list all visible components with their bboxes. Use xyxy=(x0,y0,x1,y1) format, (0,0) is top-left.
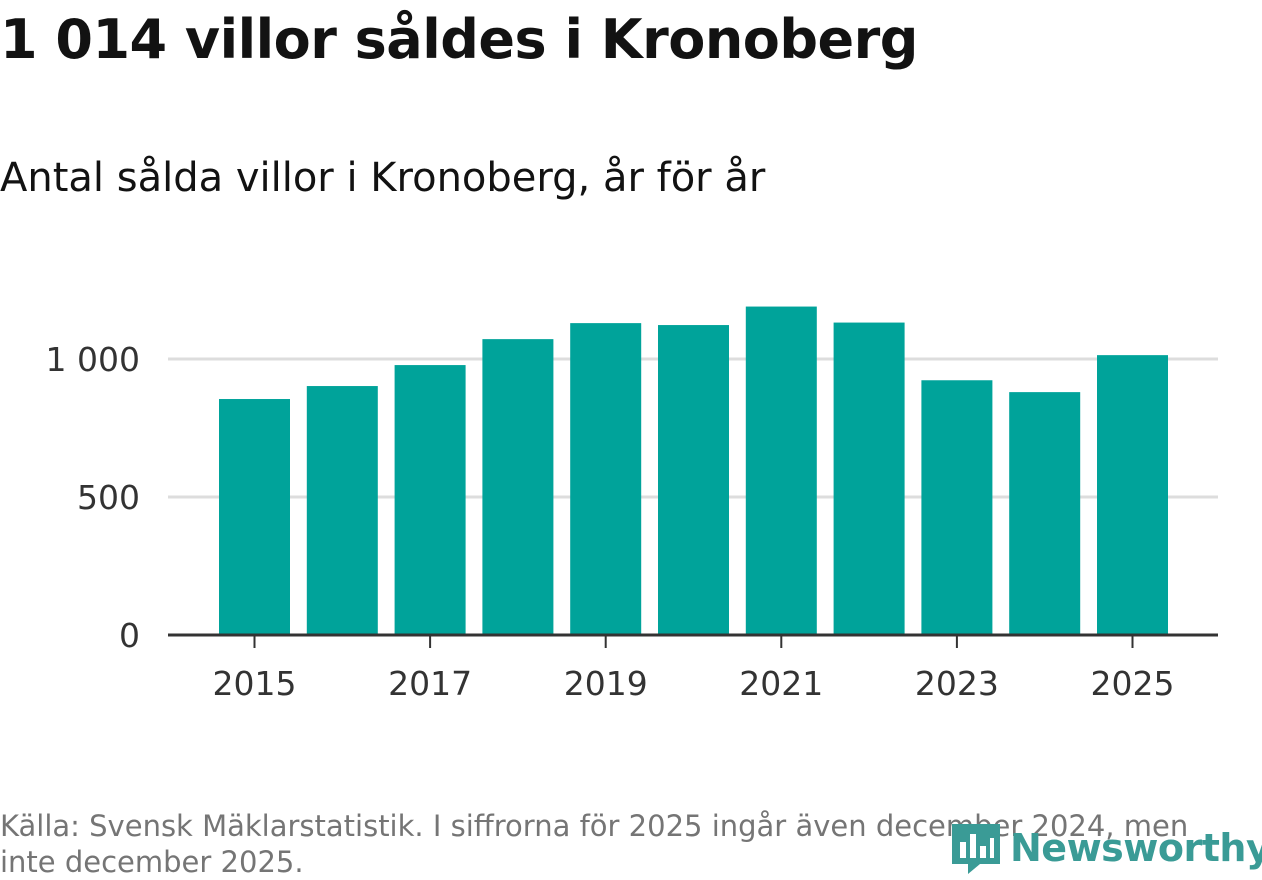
x-tick-label: 2023 xyxy=(915,664,999,703)
chart-title: 1 014 villor såldes i Kronoberg xyxy=(0,8,918,71)
axes: 0 500 1 000 2015 2017 2019 2021 2023 2025 xyxy=(46,340,1218,703)
bar-2016 xyxy=(306,386,378,635)
x-tick-label: 2017 xyxy=(388,664,472,703)
bar-2019 xyxy=(570,323,642,635)
x-tick-label: 2021 xyxy=(739,664,823,703)
x-tick-label: 2015 xyxy=(213,664,297,703)
newsworthy-logo: Newsworthy xyxy=(950,820,1262,876)
chart-subtitle: Antal sålda villor i Kronoberg, år för å… xyxy=(0,155,766,201)
bar-2024 xyxy=(1009,392,1081,635)
bar-2015 xyxy=(219,399,290,635)
x-tick-label: 2019 xyxy=(564,664,648,703)
logo-text: Newsworthy xyxy=(1010,826,1262,870)
bar-2023 xyxy=(921,380,993,635)
x-tick-label: 2025 xyxy=(1091,664,1175,703)
bars xyxy=(219,306,1168,635)
bar-2018 xyxy=(482,339,554,635)
bar-2017 xyxy=(394,365,466,635)
newsworthy-logo-icon xyxy=(952,824,1000,874)
bar-2022 xyxy=(833,322,905,635)
y-tick-label: 0 xyxy=(119,616,140,655)
bar-2025 xyxy=(1097,355,1168,635)
bar-2020 xyxy=(658,325,729,635)
y-tick-label: 1 000 xyxy=(46,340,140,379)
y-tick-label: 500 xyxy=(77,478,140,517)
bar-2021 xyxy=(745,306,817,635)
